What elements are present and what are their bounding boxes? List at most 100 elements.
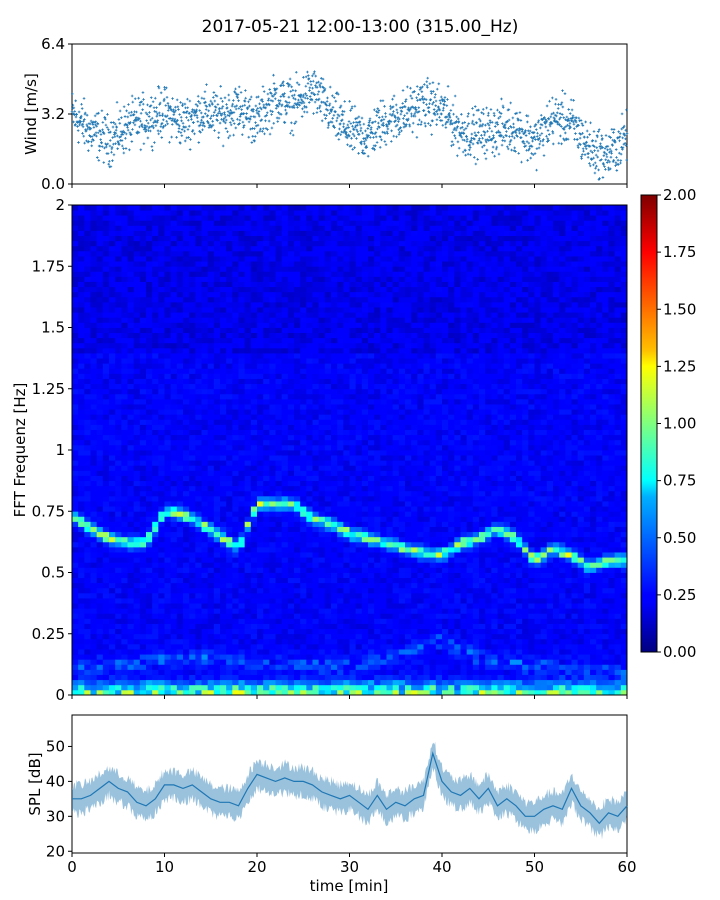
spectrogram-cell xyxy=(90,327,98,333)
spectrogram-cell xyxy=(72,383,79,390)
spectrogram-cell xyxy=(189,587,196,594)
spectrogram-cell xyxy=(183,439,190,446)
spectrogram-cell xyxy=(90,363,98,369)
wind-point xyxy=(222,117,226,120)
spectrogram-cell xyxy=(226,286,233,293)
spectrogram-cell xyxy=(269,353,276,359)
spectrogram-cell xyxy=(139,679,147,686)
spectrogram-cell xyxy=(189,643,196,650)
spectrogram-cell xyxy=(121,286,128,293)
spectrogram-cell xyxy=(96,475,104,482)
spectrogram-cell xyxy=(244,327,252,333)
spectrogram-cell xyxy=(189,220,196,226)
spectrogram-cell xyxy=(121,516,128,522)
spectrogram-cell xyxy=(263,347,270,354)
spectrogram-cell xyxy=(201,353,209,359)
spectrogram-cell xyxy=(269,296,276,303)
wind-point xyxy=(168,140,171,144)
wind-point xyxy=(278,99,282,103)
spectrogram-cell xyxy=(257,572,264,578)
spectrogram-cell xyxy=(121,598,128,604)
spectrogram-cell xyxy=(158,562,165,568)
wind-point xyxy=(238,122,241,125)
spectrogram-cell xyxy=(164,552,172,558)
spectrogram-cell xyxy=(238,281,246,288)
spectrogram-cell xyxy=(269,684,276,691)
spectrogram-cell xyxy=(220,444,227,451)
spectrogram-cell xyxy=(152,460,159,466)
spectrogram-cell xyxy=(109,679,116,686)
spectrogram-cell xyxy=(139,628,147,635)
spectrogram-cell xyxy=(90,296,98,303)
wind-point xyxy=(132,113,136,116)
spectrogram-cell xyxy=(170,587,178,594)
wind-point xyxy=(155,106,158,109)
spectrogram-cell xyxy=(244,649,252,655)
spectrogram-cell xyxy=(232,327,239,333)
spectrogram-cell xyxy=(102,434,110,441)
spectrogram-cell xyxy=(121,245,128,252)
spectrogram-cell xyxy=(226,342,233,349)
spectrogram-cell xyxy=(84,654,91,660)
spectrogram-cell xyxy=(139,220,147,226)
wind-point xyxy=(151,124,155,128)
spectrogram-cell xyxy=(146,210,153,216)
spectrogram-cell xyxy=(226,358,233,364)
spectrogram-cell xyxy=(183,480,190,487)
spectrogram-cell xyxy=(109,250,116,257)
spectrogram-cell xyxy=(263,439,270,446)
wind-point xyxy=(117,143,121,146)
spectrogram-cell xyxy=(102,603,110,609)
wind-point xyxy=(326,96,329,100)
spectrogram-cell xyxy=(158,276,165,282)
spectrogram-cell xyxy=(269,526,276,533)
spectrogram-cell xyxy=(102,485,110,492)
wind-point xyxy=(221,105,225,108)
spectrogram-cell xyxy=(158,541,165,548)
spectrogram-cell xyxy=(183,291,190,298)
wind-point xyxy=(384,115,388,119)
spectrogram-cell xyxy=(90,669,98,675)
spectrogram-cell xyxy=(220,541,227,548)
spectrogram-cell xyxy=(127,271,135,277)
spectrogram-cell xyxy=(195,245,202,252)
spectrogram-cell xyxy=(244,592,252,599)
spectrogram-cell xyxy=(139,598,147,604)
spectrogram-cell xyxy=(250,546,258,553)
spectrogram-cell xyxy=(195,291,202,298)
wind-point xyxy=(306,82,310,85)
spectrogram-cell xyxy=(127,205,135,211)
spectrogram-cell xyxy=(170,592,178,599)
wind-point xyxy=(102,132,106,136)
spectrogram-cell xyxy=(84,404,91,410)
spectrogram-cell xyxy=(244,638,252,645)
wind-point xyxy=(265,114,268,117)
spectrogram-cell xyxy=(201,296,209,303)
spectrogram-cell xyxy=(115,643,122,650)
spectrogram-cell xyxy=(220,286,227,293)
spectrogram-cell xyxy=(164,332,172,339)
spectrogram-cell xyxy=(158,633,165,640)
spectrogram-cell xyxy=(257,664,264,670)
spectrogram-cell xyxy=(146,322,153,328)
spectrogram-cell xyxy=(109,608,116,614)
spectrogram-cell xyxy=(84,562,91,568)
wind-point xyxy=(252,108,255,111)
spectrogram-cell xyxy=(176,388,184,395)
spectrogram-cell xyxy=(121,450,128,456)
spectrogram-cell xyxy=(127,495,135,502)
spectrogram-cell xyxy=(226,633,233,640)
spectrogram-cell xyxy=(158,301,165,308)
spectrogram-cell xyxy=(195,398,202,405)
spectrogram-cell xyxy=(189,455,196,461)
wind-point xyxy=(255,111,259,115)
spectrogram-cell xyxy=(244,684,252,691)
spectrogram-cell xyxy=(195,679,202,686)
spectrogram-cell xyxy=(220,393,227,400)
spectrogram-cell xyxy=(127,358,135,364)
spectrogram-cell xyxy=(257,501,264,507)
spectrogram-cell xyxy=(158,465,165,471)
spectrogram-cell xyxy=(183,546,190,553)
spectrogram-cell xyxy=(257,419,264,425)
spectrogram-cell xyxy=(263,450,270,456)
